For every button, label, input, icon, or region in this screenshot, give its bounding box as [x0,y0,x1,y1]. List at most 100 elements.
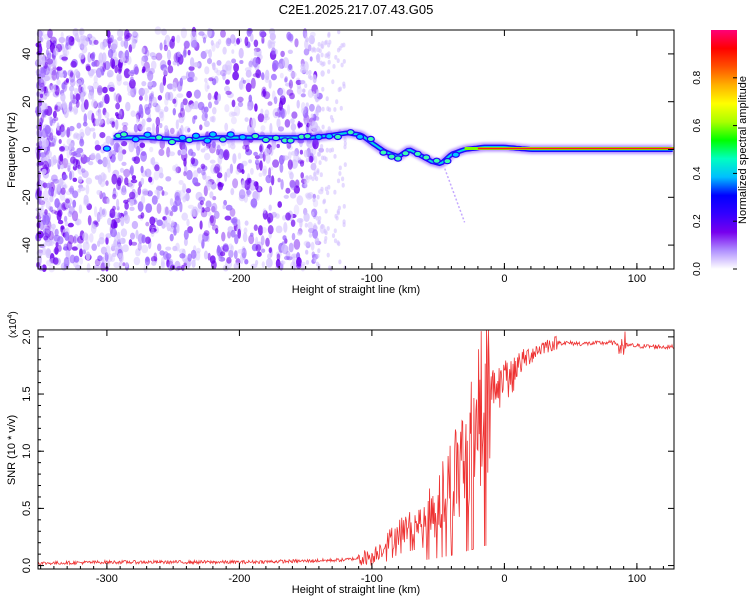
spectrogram-noise-blob [109,208,116,219]
spectrogram-noise-blob [204,66,210,75]
spectrogram-noise-blob [327,126,331,131]
spectrogram-noise-blob [48,230,54,241]
spectrogram-noise-blob [286,89,294,96]
spectrogram-noise-blob [197,101,205,111]
spectrogram-noise-blob [223,247,229,253]
spectrogram-noise-blob [42,109,47,117]
spectrogram-noise-blob [204,152,211,161]
spectrogram-noise-blob [290,219,296,227]
spectrogram-noise-blob [318,107,322,113]
spectrogram-noise-blob [142,88,150,94]
spectrogram-noise-blob [230,111,238,117]
spectrogram-noise-blob [93,39,99,45]
track-blob [346,129,355,136]
spectrogram-noise-blob [106,30,111,38]
spectrogram-noise-blob [341,182,345,188]
spectrogram-noise-blob [311,176,315,182]
spectrogram-noise-blob [167,65,174,74]
spectrogram-noise-blob [199,200,204,206]
spectrogram-noise-blob [155,124,160,135]
spectrogram-noise-blob [159,250,165,256]
spectrogram-noise-blob [97,240,101,247]
spectrogram-noise-blob [55,242,59,247]
spectrogram-noise-blob [110,43,118,50]
spectrogram-noise-blob [91,99,98,108]
y-tick-label: 2.0 [21,329,33,344]
spectrogram-noise-blob [165,206,169,216]
spectrogram-noise-blob [276,118,281,128]
spectrogram-noise-blob [39,264,44,272]
x-tick-label: 0 [501,273,507,285]
spectrogram-noise-blob [62,174,68,180]
spectrogram-noise-blob [291,232,296,241]
spectrogram-noise-blob [84,156,91,163]
spectrogram-noise-blob [121,122,129,127]
spectrogram-noise-blob [155,104,161,113]
spectrogram-noise-blob [86,203,92,211]
spectrogram-noise-blob [175,119,179,130]
spectrogram-noise-blob [91,61,97,67]
spectrogram-noise-blob [140,195,146,205]
spectrogram-noise-blob [47,28,53,39]
spectrogram-noise-blob [164,34,171,43]
spectrogram-noise-blob [237,219,241,229]
x-tick-label: -300 [96,273,118,285]
spectrogram-noise-blob [187,253,192,262]
spectrogram-noise-blob [300,261,306,266]
spectrogram-noise-blob [300,172,305,179]
spectrogram-noise-blob [140,177,145,185]
x-tick-label: -200 [228,273,250,285]
spectrogram-noise-blob [313,155,318,165]
track-tail [444,168,466,223]
spectrogram-noise-blob [297,120,301,129]
spectrogram-noise-blob [166,146,171,158]
spectrogram-noise-blob [277,87,284,96]
spectrogram-noise-blob [67,210,73,218]
spectrogram-noise-blob [119,167,125,173]
spectrogram-noise-blob [173,52,181,63]
spectrogram-noise-blob [321,86,325,92]
spectrogram-noise-blob [316,92,320,97]
spectrogram-noise-blob [317,42,321,47]
spectrogram-noise-blob [244,117,249,122]
spectrogram-noise-blob [53,47,59,56]
spectrogram-noise-blob [225,90,232,95]
spectrogram-noise-blob [255,159,261,164]
spectrogram-noise-blob [141,81,147,87]
spectrogram-noise-blob [192,177,199,186]
track-blob [208,131,217,138]
spectrogram-noise-blob [178,117,185,124]
spectrogram-noise-blob [324,156,328,162]
spectrogram-noise-blob [105,135,112,144]
spectrogram-noise-blob [46,58,54,68]
spectrogram-noise-blob [328,107,332,112]
spectrogram-noise-blob [94,206,98,218]
spectrogram-noise-blob [141,244,149,254]
spectrogram-noise-blob [122,185,126,195]
spectrogram-noise-blob [183,171,187,177]
spectrogram-noise-blob [231,58,237,64]
spectrogram-noise-blob [54,104,58,111]
spectrogram-noise-blob [52,257,59,265]
spectrogram-noise-blob [302,88,306,93]
spectrogram-noise-blob [51,135,57,143]
spectrogram-noise-blob [150,60,157,70]
spectrogram-noise-blob [110,228,118,238]
spectrogram-noise-blob [133,156,141,165]
spectrogram-noise-blob [172,165,177,172]
spectrogram-noise-blob [61,99,66,109]
spectrogram-noise-blob [181,212,188,221]
spectrogram-noise-blob [250,263,258,268]
spectrogram-noise-blob [82,241,90,251]
spectrogram-noise-blob [106,117,110,125]
spectrogram-noise-blob [102,156,108,168]
spectrogram-noise-blob [268,204,272,211]
spectrogram-noise-blob [253,151,258,156]
spectrogram-noise-blob [43,92,50,98]
y-tick-label: 0 [21,146,33,152]
spectrogram-noise-blob [199,220,203,230]
spectrogram-noise-blob [168,151,175,157]
spectrogram-noise-blob [114,247,119,255]
spectrogram-noise-blob [99,65,104,73]
spectrogram-noise-blob [119,57,124,63]
